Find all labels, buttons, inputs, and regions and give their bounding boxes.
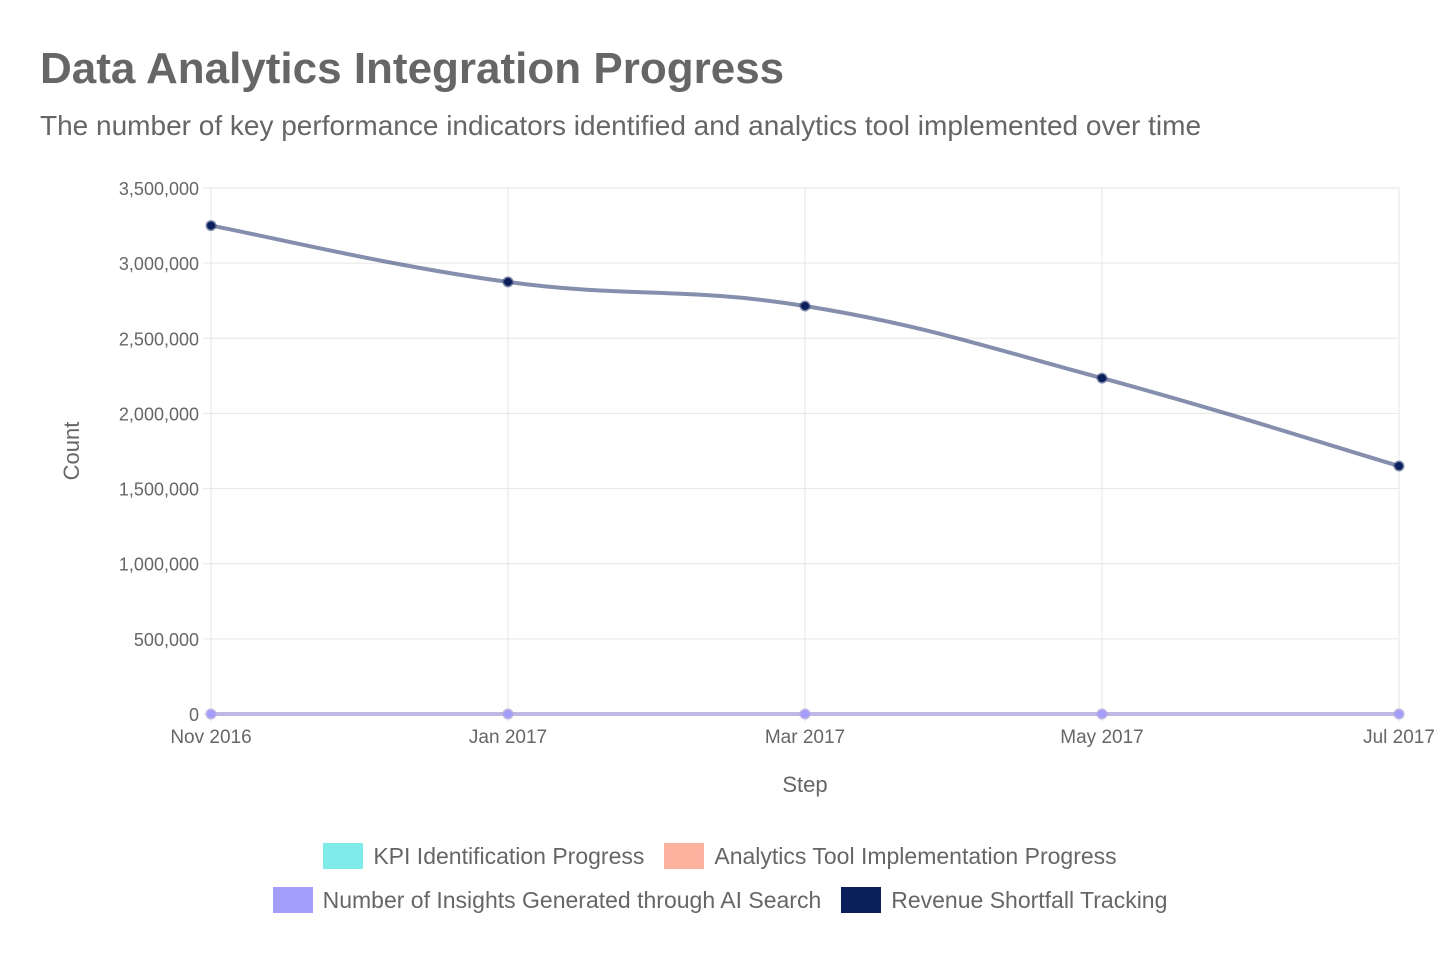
y-tick-label: 500,000 bbox=[134, 630, 199, 650]
x-tick-label: Mar 2017 bbox=[765, 727, 845, 748]
legend-swatch-insights bbox=[272, 887, 313, 913]
data-point-2-0 bbox=[205, 708, 217, 720]
chart-subtitle: The number of key performance indicators… bbox=[40, 110, 1202, 141]
data-point-2-4 bbox=[1393, 708, 1405, 720]
x-tick-label: Jul 2017 bbox=[1363, 727, 1435, 748]
x-tick-label: May 2017 bbox=[1060, 727, 1143, 748]
y-tick-label: 1,500,000 bbox=[119, 480, 199, 500]
y-axis-title: Count bbox=[59, 422, 84, 481]
legend-swatch-analytics-tool bbox=[664, 843, 705, 869]
data-point-3-3 bbox=[1096, 372, 1108, 384]
y-tick-label: 2,000,000 bbox=[119, 404, 199, 424]
data-point-2-2 bbox=[799, 708, 811, 720]
legend-item-analytics-tool[interactable]: Analytics Tool Implementation Progress bbox=[664, 842, 1117, 870]
data-point-3-1 bbox=[502, 276, 514, 288]
legend-item-revenue[interactable]: Revenue Shortfall Tracking bbox=[841, 887, 1167, 914]
legend-label-analytics-tool: Analytics Tool Implementation Progress bbox=[714, 842, 1117, 869]
legend-label-insights: Number of Insights Generated through AI … bbox=[322, 886, 822, 913]
data-point-2-3 bbox=[1096, 708, 1108, 720]
legend-swatch-kpi bbox=[323, 843, 364, 869]
y-tick-label: 3,000,000 bbox=[119, 254, 199, 274]
data-point-2-1 bbox=[502, 708, 514, 720]
chart-legend: KPI Identification Progress Analytics To… bbox=[0, 834, 1440, 922]
legend-item-kpi[interactable]: KPI Identification Progress bbox=[323, 843, 644, 870]
legend-item-insights[interactable]: Number of Insights Generated through AI … bbox=[272, 886, 822, 914]
y-tick-label: 1,000,000 bbox=[119, 555, 199, 575]
y-tick-label: 3,500,000 bbox=[119, 179, 199, 199]
y-tick-label: 2,500,000 bbox=[119, 329, 199, 349]
data-point-3-4 bbox=[1393, 460, 1405, 472]
x-axis-title: Step bbox=[782, 772, 827, 797]
y-tick-label: 0 bbox=[189, 705, 199, 725]
x-tick-label: Nov 2016 bbox=[170, 727, 251, 748]
x-tick-label: Jan 2017 bbox=[469, 727, 547, 748]
data-point-3-2 bbox=[799, 300, 811, 312]
chart-title: Data Analytics Integration Progress bbox=[40, 44, 785, 93]
legend-label-kpi: KPI Identification Progress bbox=[373, 842, 645, 869]
legend-swatch-revenue bbox=[841, 887, 882, 913]
data-point-3-0 bbox=[205, 220, 217, 232]
legend-label-revenue: Revenue Shortfall Tracking bbox=[891, 886, 1168, 913]
